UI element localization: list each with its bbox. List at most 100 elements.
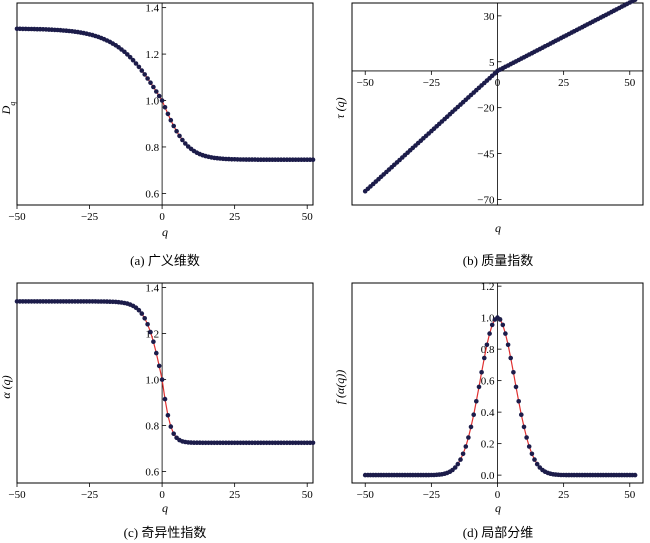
data-point [513,384,519,390]
y-tick-label: 1.0 [481,313,495,325]
chart-caption: (b) 质量指数 [463,253,533,268]
series-markers [362,315,638,478]
x-tick-label: −25 [423,77,441,89]
data-point [148,80,153,85]
data-point [534,461,540,467]
y-tick-label: 1.4 [145,3,159,15]
data-point [516,399,521,404]
x-tick-label: 25 [229,211,241,223]
data-point [183,141,188,146]
data-point [484,342,490,348]
x-tick-label: 25 [558,77,570,89]
data-point [497,317,503,322]
chart-caption: (c) 奇异性指数 [124,525,207,540]
chart-b: −50 −25 0 25 50 30 5 −20 −45 −70 q τ (q) (b) 质量指数 [333,0,644,268]
y-tick-label: −20 [477,103,495,115]
x-tick-label: −25 [423,489,441,501]
x-tick-label: −50 [357,489,375,501]
y-tick-label: 1.4 [145,283,159,295]
data-point [632,472,638,478]
data-point [156,363,162,369]
series-line [17,28,313,161]
y-tick-label: 1.2 [145,49,159,61]
data-point [511,370,516,375]
chart-d: −50 −25 0 25 50 0.0 0.2 0.4 0.6 0.8 1.0 1.2 q f (α(q)… [333,281,644,540]
data-point [508,355,513,361]
data-point [310,440,316,446]
x-axis-label: q [162,501,168,515]
x-tick-label: 25 [229,489,241,501]
x-tick-label: 50 [624,77,636,89]
data-point [474,399,479,404]
x-axis-label: q [162,225,168,239]
y-axis-label: Dq [0,102,17,116]
data-point [452,465,458,470]
chart-caption: (a) 广义维数 [130,253,200,268]
data-point [162,105,168,110]
data-point [145,76,150,81]
data-point [471,412,477,418]
x-tick-label: 0 [495,77,501,89]
data-point [529,451,535,457]
y-tick-label: 0.6 [145,467,159,479]
y-tick-label: 0.0 [481,470,495,482]
x-tick-label: 25 [558,489,570,501]
y-tick-label: 1.2 [481,281,495,293]
y-tick-label: 0.6 [481,376,495,388]
x-tick-label: −25 [81,489,99,501]
data-point [500,322,506,328]
data-point [151,339,156,345]
data-point [505,342,511,348]
x-tick-label: −50 [8,211,26,223]
y-tick-label: −70 [477,194,495,206]
data-point [466,435,471,440]
data-point [521,424,527,430]
data-point [519,412,524,418]
y-tick-label: 0.8 [145,142,159,154]
x-axis-label: q [495,221,501,235]
x-tick-label: 0 [159,489,165,501]
chart-a: −50 −25 0 25 50 0.6 0.8 1.0 1.2 1.4 q Dq (a) 广义维数 [0,2,316,268]
y-tick-label: 0.8 [145,421,159,433]
data-point [136,307,142,313]
data-point [524,435,529,440]
data-point [503,331,508,336]
data-point [463,444,469,449]
data-point [489,322,495,328]
data-point [482,355,487,361]
data-point [168,424,174,429]
data-point [455,461,461,467]
x-tick-label: 50 [302,211,314,223]
y-tick-label: 0.4 [481,407,495,419]
data-point [174,128,179,134]
data-point [479,370,484,375]
plot-frame [16,2,314,206]
data-point [130,57,136,63]
y-tick-label: 1.0 [145,375,159,387]
x-tick-label: −50 [8,489,26,501]
data-point [127,54,133,60]
data-point [159,98,165,103]
data-point [310,157,316,162]
y-tick-label: 0.6 [145,188,159,200]
data-point [154,350,159,356]
data-point [142,72,147,77]
data-point [154,89,159,94]
data-point [148,329,153,335]
series-markers [362,0,638,194]
x-tick-label: 0 [495,489,501,501]
chart-c: −50 −25 0 25 500.60.81.01.21.4qα (q)(c) 奇异性指… [0,282,316,540]
data-point [136,64,142,70]
data-point [162,396,168,402]
data-point [139,68,145,73]
data-point [168,117,174,123]
data-point [165,111,171,117]
data-point [487,331,492,336]
data-point [125,52,130,57]
plot-frame [16,282,314,484]
y-tick-label: 30 [484,11,496,23]
data-point [180,137,185,143]
data-point [632,0,638,3]
data-point [460,451,466,457]
